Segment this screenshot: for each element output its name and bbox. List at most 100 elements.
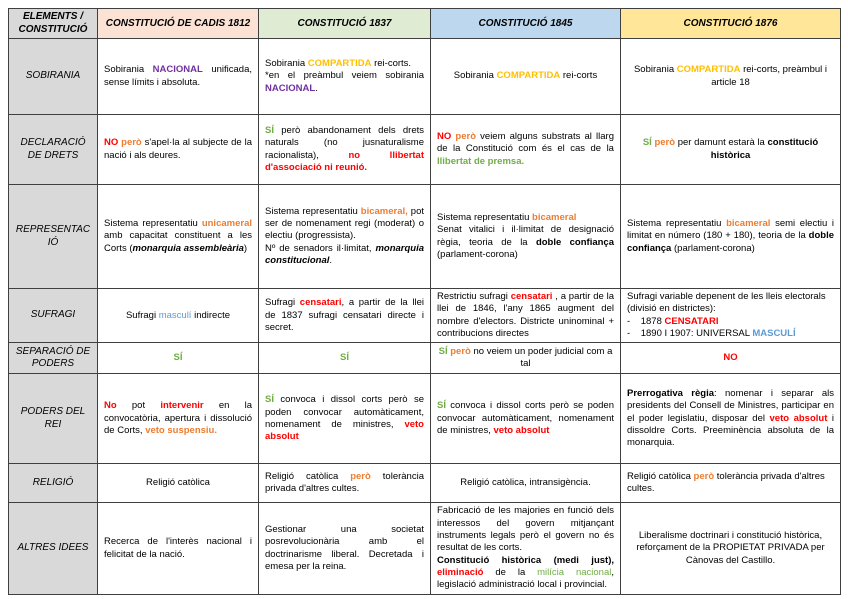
text-run: NACIONAL <box>152 64 203 76</box>
text-run: amb capacitat constituent a les Corts ( <box>104 217 255 254</box>
cell-religio-cadis-1812: Religió catòlica <box>97 463 259 504</box>
cell-separacio-de-poders-1837: SÍ <box>258 342 431 375</box>
text-run: Sobirania <box>104 64 153 76</box>
text-run: SÍ <box>437 400 446 412</box>
text-run: convoca i dissol corts però se poden con… <box>265 394 427 430</box>
cell-representacio-1845: Sistema representatiu bicameral Senat vi… <box>430 184 621 289</box>
text-run: en la convocatòria, apertura i dissoluci… <box>104 400 255 437</box>
text-run: Sistema representatiu <box>104 217 202 229</box>
text-run: Prerrogativa règia <box>627 388 715 400</box>
text-run: convoca i dissol corts però se poden con… <box>437 400 617 437</box>
cell-declaracio-de-drets-1845: NO però veiem alguns substrats al llarg … <box>430 114 621 185</box>
row-label-declaracio-de-drets: DECLARACIÓ DE DRETS <box>8 114 98 185</box>
text-run <box>614 555 617 566</box>
text-run: , legislació administració local i provi… <box>437 567 617 591</box>
cell-altres-idees-1845: Fabricació de les majories en funció del… <box>430 502 621 595</box>
text-run: però abandonament dels drets naturals (n… <box>265 124 427 161</box>
text-run: COMPARTIDA <box>307 57 372 69</box>
row-label-sobirania: SOBIRANIA <box>8 38 98 115</box>
cell-separacio-de-poders-cadis-1812: SÍ <box>97 342 259 375</box>
cell-sufragi-1845: Restrictiu sufragi censatari , a partir … <box>430 287 621 344</box>
text-run: No <box>104 400 117 412</box>
cell-religio-1837: Religió catòlica però tolerància privada… <box>258 463 431 504</box>
text-run: doble confiança <box>535 236 614 248</box>
cell-separacio-de-poders-1845: SÍ però no veiem un poder judicial com a… <box>430 342 621 375</box>
text-run: SÍ <box>340 352 349 364</box>
text-run: eliminació <box>437 567 484 579</box>
text-run: Religió catòlica <box>146 477 210 489</box>
row-label-poders-del-rei: PODERS DEL REI <box>8 373 98 465</box>
cell-poders-del-rei-1876: Prerrogativa règia: nomenar i separar al… <box>620 373 841 465</box>
text-run: Constitució històrica (medi just), <box>437 554 614 566</box>
table-row-representacio: REPRESENTACIÓ Sistema representatiu unica… <box>8 184 841 289</box>
cell-declaracio-de-drets-1837: SÍ però abandonament dels drets naturals… <box>258 114 431 185</box>
cell-declaracio-de-drets-1876: SÍ però per damunt estarà la constitució… <box>620 114 841 185</box>
text-run: Sobirania <box>453 70 497 82</box>
text-run: Sobirania <box>633 64 677 76</box>
text-run: no llibertat d'associació ni reunió. <box>265 149 427 173</box>
constitutions-comparison-table: ELEMENTS / CONSTITUCIÓ CONSTITUCIÓ DE CA… <box>8 8 841 595</box>
text-run: NO <box>437 130 452 142</box>
text-run: constitució històrica <box>710 137 821 161</box>
text-run: pot ser de nomenament regi (moderat) o e… <box>265 205 424 254</box>
text-run: Sistema representatiu <box>627 217 727 229</box>
row-label-separacio-de-poders: SEPARACIÓ DE PODERS <box>8 342 98 375</box>
text-run: COMPARTIDA <box>496 70 561 82</box>
text-run: monarquia constitucional <box>265 242 427 267</box>
text-run: NACIONAL <box>265 82 316 94</box>
text-run: no veiem un poder judicial com a tal <box>470 346 616 370</box>
text-run: Sobirania <box>265 57 308 69</box>
cell-sufragi-cadis-1812: Sufragi masculí indirecte <box>97 287 259 344</box>
text-run: Senat vitalici i il·limitat de designaci… <box>437 224 614 248</box>
row-label-religio: RELIGIÓ <box>8 463 98 504</box>
text-run: per damunt estarà la <box>675 137 768 149</box>
text-run: CENSATARI <box>664 315 719 327</box>
cell-sufragi-1837: Sufragi censatari, a partir de la llei d… <box>258 287 431 344</box>
text-run: indirecte <box>191 309 231 321</box>
text-run: Sufragi <box>125 309 159 321</box>
text-run: unicameral <box>201 217 252 229</box>
text-run: , a partir de la llei de 1846, l'any 186… <box>437 291 617 340</box>
text-run: tolerància privada d'altres cultes. <box>627 471 828 495</box>
text-run: però <box>455 130 476 142</box>
corner-header-cell: ELEMENTS / CONSTITUCIÓ <box>8 8 98 39</box>
text-run: Sufragi <box>265 297 300 309</box>
text-run: Religió catòlica <box>265 471 351 483</box>
text-run: unificada, sense límits i absoluta. <box>104 64 255 88</box>
text-run: però <box>450 346 471 358</box>
text-run: i dissoldre Corts. Preeminència absoluta… <box>627 412 837 449</box>
cell-sobirania-cadis-1812: Sobirania NACIONAL unificada, sense lími… <box>97 38 259 115</box>
cell-religio-1845: Religió catòlica, intransigència. <box>430 463 621 504</box>
text-run: Liberalisme doctrinari i constitució his… <box>636 530 828 566</box>
cell-sobirania-1876: Sobirania COMPARTIDA rei-corts, preàmbul… <box>620 38 841 115</box>
cell-poders-del-rei-cadis-1812: No pot intervenir en la convocatòria, ap… <box>97 373 259 465</box>
column-header-1837: CONSTITUCIÓ 1837 <box>258 8 431 39</box>
text-run: censatari <box>510 291 553 302</box>
text-run: Gestionar una societat posrevolucionària… <box>265 523 427 572</box>
text-run: veto absolut <box>493 425 550 437</box>
column-header-cadis-1812: CONSTITUCIÓ DE CADIS 1812 <box>97 8 259 39</box>
table-row-sobirania: SOBIRANIA Sobirania NACIONAL unificada, s… <box>8 38 841 115</box>
row-label-representacio: REPRESENTACIÓ <box>8 184 98 289</box>
text-run: MASCULÍ <box>752 328 796 340</box>
text-run: NO <box>723 352 738 364</box>
cell-sobirania-1845: Sobirania COMPARTIDA rei-corts <box>430 38 621 115</box>
text-run: veto absolut <box>769 412 828 424</box>
cell-sobirania-1837: Sobirania COMPARTIDA rei-corts. *en el p… <box>258 38 431 115</box>
text-run: . <box>315 82 318 94</box>
cell-representacio-cadis-1812: Sistema representatiu unicameral amb cap… <box>97 184 259 289</box>
text-run: (parlament-corona) <box>437 236 617 260</box>
text-run: semi electiu i limitat en número (180 + … <box>627 217 837 242</box>
text-run: bicameral <box>532 211 577 223</box>
text-run: SÍ <box>642 137 652 149</box>
text-run: veto absolut <box>265 418 427 443</box>
text-run: doble confiança <box>627 230 837 254</box>
cell-altres-idees-1876: Liberalisme doctrinari i constitució his… <box>620 502 841 595</box>
text-run: veto suspensiu. <box>145 425 217 437</box>
table-row-altres-idees: ALTRES IDEES Recerca de l'interès naciona… <box>8 502 841 595</box>
cell-representacio-1837: Sistema representatiu bicameral, pot ser… <box>258 184 431 289</box>
text-run: Sufragi variable depenent de les lleis e… <box>627 291 826 327</box>
text-run: rei-corts <box>560 70 598 82</box>
text-run: rei-corts. *en el preàmbul veiem sobiran… <box>265 57 424 82</box>
